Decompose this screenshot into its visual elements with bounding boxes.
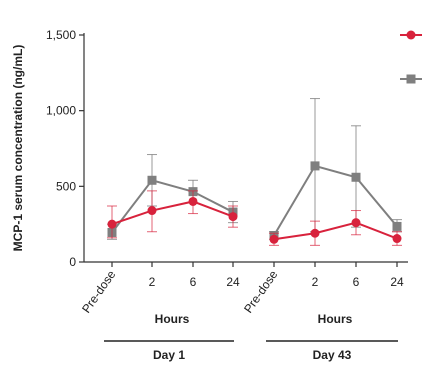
x-tick-label: Pre-dose: [79, 267, 119, 315]
series-line: [273, 221, 398, 241]
x-tick-label: Pre-dose: [241, 267, 281, 315]
day-label: Day 1: [153, 348, 185, 362]
data-point: [351, 218, 361, 228]
y-tick-label: 1,500: [46, 28, 76, 42]
data-point: [269, 234, 279, 244]
data-point: [351, 172, 361, 182]
data-point: [310, 228, 320, 238]
y-tick-label: 0: [69, 255, 76, 269]
y-tick-label: 500: [56, 179, 76, 193]
legend-marker: [406, 74, 416, 84]
data-point: [392, 221, 402, 231]
series-0: [107, 190, 402, 246]
data-point: [147, 206, 157, 216]
y-tick-label: 1,000: [46, 104, 76, 118]
data-point: [310, 161, 320, 171]
series-line: [111, 179, 234, 234]
series-line: [111, 200, 234, 226]
x-tick-label: 24: [226, 275, 240, 289]
data-point: [228, 212, 238, 222]
series-line: [273, 164, 398, 237]
series-layer: [107, 98, 402, 246]
data-point: [188, 196, 198, 206]
hours-label: Hours: [155, 312, 190, 326]
group-labels: Hours Day 1 Hours Day 43: [104, 312, 398, 362]
hours-label: Hours: [318, 312, 353, 326]
day-label: Day 43: [313, 348, 352, 362]
x-tick-label: 6: [190, 275, 197, 289]
x-tick-label: 24: [390, 275, 404, 289]
legend: [400, 30, 422, 84]
axes: [79, 33, 408, 267]
x-tick-label: 2: [149, 275, 156, 289]
data-point: [147, 175, 157, 185]
x-tick-label: 2: [312, 275, 319, 289]
data-point: [107, 219, 117, 229]
y-axis-title: MCP-1 serum concentration (ng/mL): [11, 45, 25, 252]
legend-marker: [406, 30, 416, 40]
data-point: [392, 234, 402, 244]
x-tick-label: 6: [353, 275, 360, 289]
